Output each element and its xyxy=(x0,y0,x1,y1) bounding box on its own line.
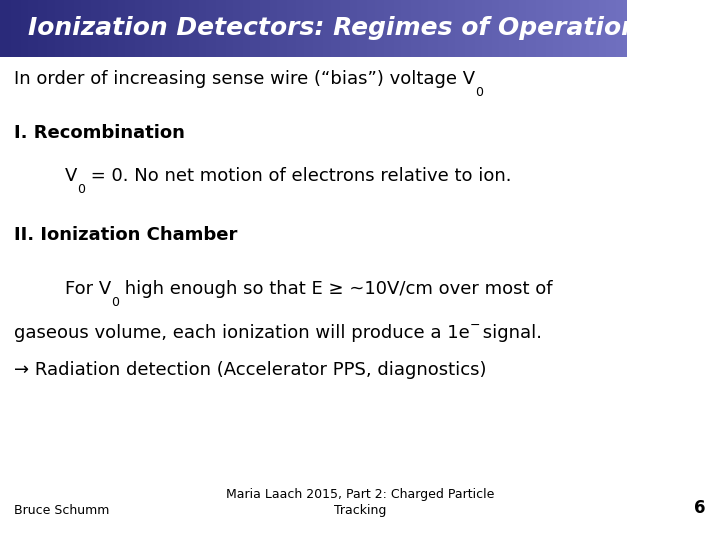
Text: Ionization Detectors: Regimes of Operation I: Ionization Detectors: Regimes of Operati… xyxy=(28,16,657,40)
Text: → Radiation detection (Accelerator PPS, diagnostics): → Radiation detection (Accelerator PPS, … xyxy=(14,361,487,379)
Text: I. Recombination: I. Recombination xyxy=(14,124,185,141)
Text: 0: 0 xyxy=(77,183,85,196)
Text: 0: 0 xyxy=(111,296,119,309)
Text: high enough so that E ≥ ~10V/cm over most of: high enough so that E ≥ ~10V/cm over mos… xyxy=(119,280,552,298)
Text: Bruce Schumm: Bruce Schumm xyxy=(14,504,109,517)
Text: V: V xyxy=(65,167,77,185)
Text: signal.: signal. xyxy=(477,323,541,341)
Text: = 0. No net motion of electrons relative to ion.: = 0. No net motion of electrons relative… xyxy=(85,167,512,185)
Text: gaseous volume, each ionization will produce a 1e: gaseous volume, each ionization will pro… xyxy=(14,323,470,341)
Text: In order of increasing sense wire (“bias”) voltage V: In order of increasing sense wire (“bias… xyxy=(14,70,475,87)
Text: Maria Laach 2015, Part 2: Charged Particle
Tracking: Maria Laach 2015, Part 2: Charged Partic… xyxy=(226,488,494,517)
Text: For V: For V xyxy=(65,280,111,298)
Text: 6: 6 xyxy=(694,499,706,517)
Text: −: − xyxy=(470,319,481,333)
Text: 0: 0 xyxy=(475,85,484,99)
Text: II. Ionization Chamber: II. Ionization Chamber xyxy=(14,226,238,244)
